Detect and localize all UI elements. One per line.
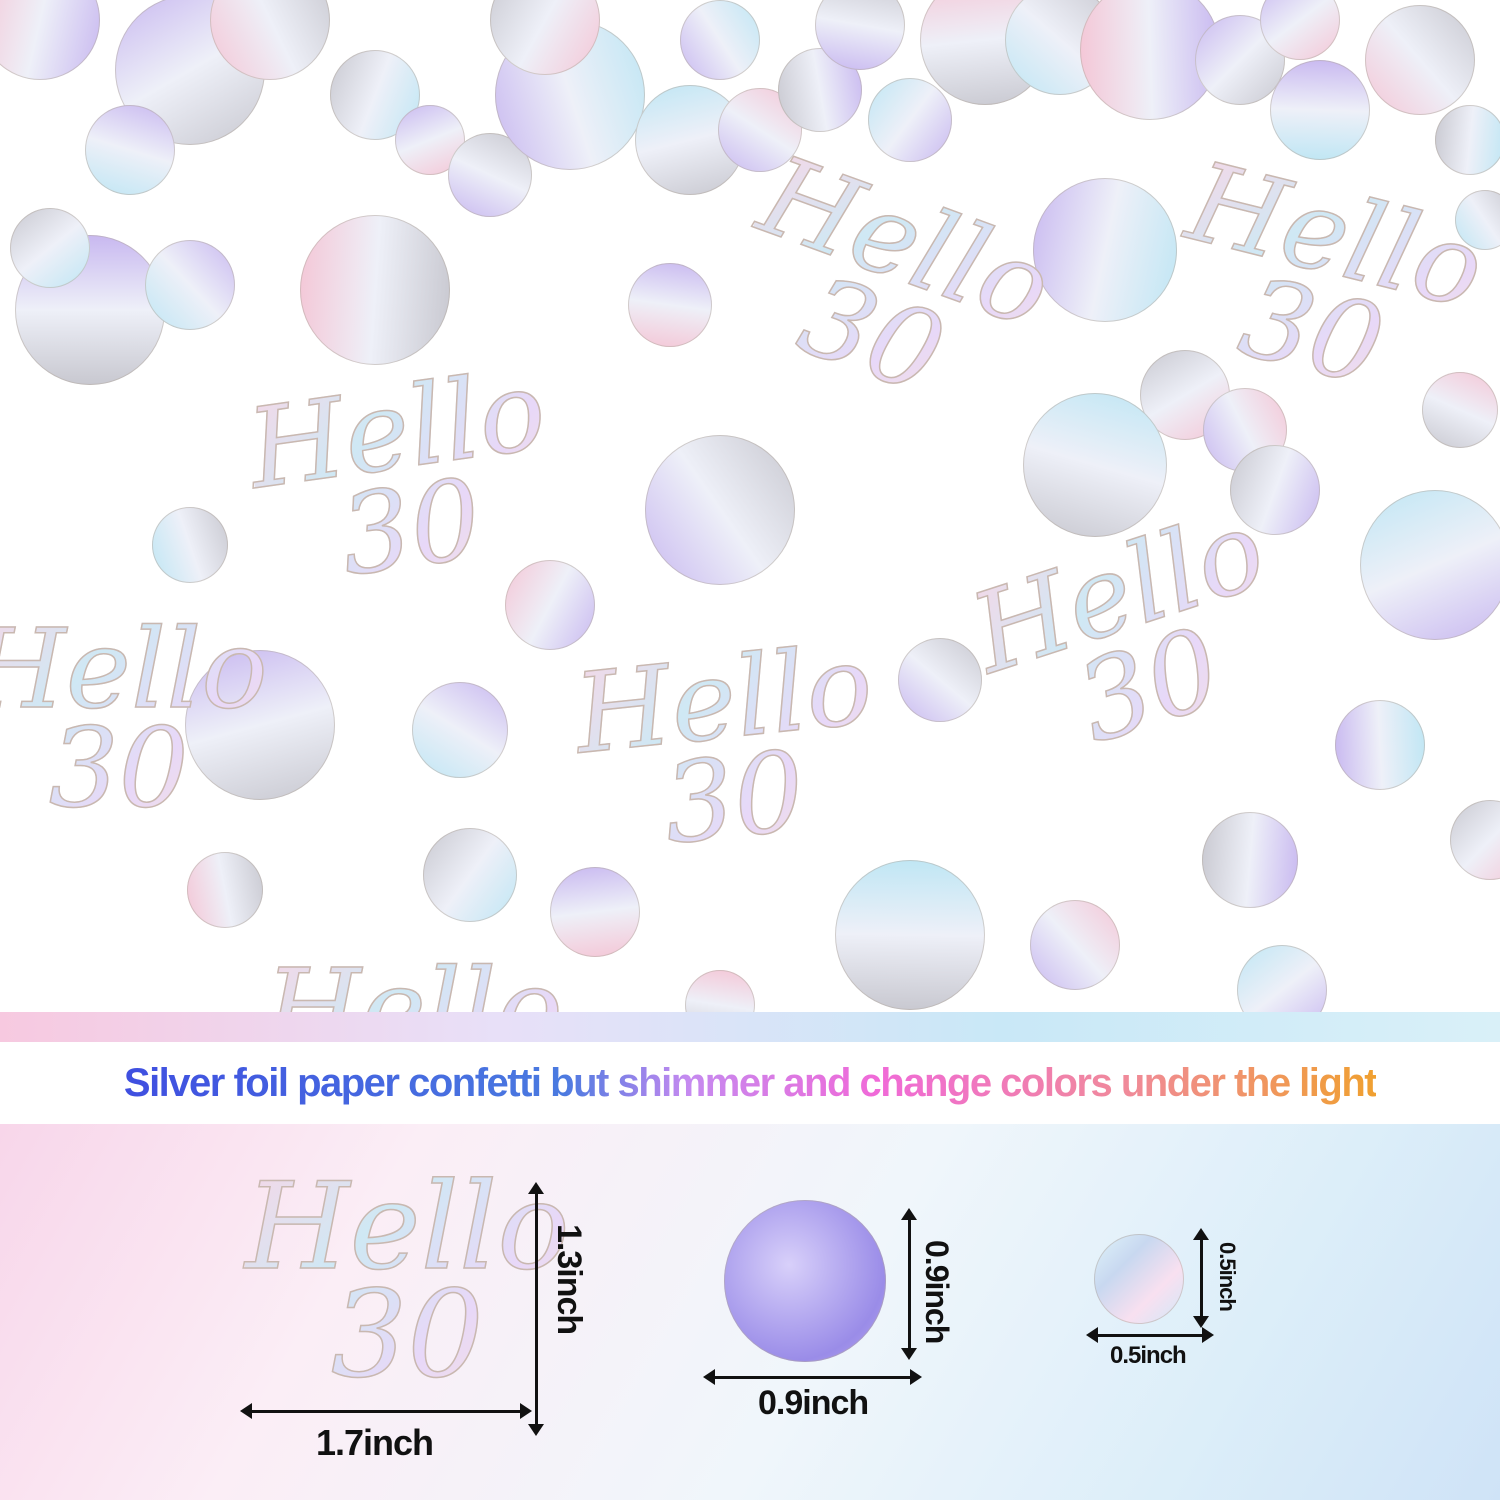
confetti-circle: [1023, 393, 1167, 537]
confetti-circle: [1030, 900, 1120, 990]
confetti-circle: [868, 78, 952, 162]
gradient-band: [0, 1012, 1500, 1042]
hello-height-label: 1.3inch: [550, 1224, 588, 1335]
hello-30-sample: Hello 30: [244, 1158, 570, 1405]
confetti-circle: [0, 0, 100, 80]
confetti-circle: [628, 263, 712, 347]
width-arrow: [240, 1403, 532, 1419]
circle-height-label: 0.9inch: [919, 1240, 955, 1344]
confetti-circle: [1360, 490, 1500, 640]
large-circle-sample: [724, 1200, 886, 1362]
hello-30-confetti: Hello 30: [240, 345, 565, 602]
confetti-circle: [898, 638, 982, 722]
confetti-circle: [145, 240, 235, 330]
confetti-circle: [505, 560, 595, 650]
confetti-circle: [1455, 190, 1500, 250]
height-arrow: [901, 1208, 917, 1360]
hello-30-confetti: Hello 30: [956, 484, 1306, 779]
circle-width-label: 0.9inch: [758, 1384, 869, 1422]
confetti-circle: [835, 860, 985, 1010]
confetti-circle: [85, 105, 175, 195]
confetti-circle: [1335, 700, 1425, 790]
confetti-circle: [1422, 372, 1498, 448]
confetti-circle: [423, 828, 517, 922]
confetti-circle: [185, 650, 335, 800]
hello-30-confetti: Hello 30: [0, 613, 268, 824]
confetti-circle: [550, 867, 640, 957]
headline: Silver foil paper confetti but shimmer a…: [123, 1060, 1378, 1105]
size-chart: Hello 30 1.3inch 1.7inch 0.9inch 0.9inch…: [0, 1124, 1500, 1500]
confetti-circle: [1230, 445, 1320, 535]
confetti-circle: [152, 507, 228, 583]
height-arrow: [1193, 1228, 1209, 1328]
confetti-circle: [680, 0, 760, 80]
confetti-circle: [1033, 178, 1177, 322]
confetti-circle: [300, 215, 450, 365]
hello-30-confetti: Hello 30: [264, 953, 563, 1012]
height-arrow: [528, 1182, 544, 1436]
confetti-circle: [815, 0, 905, 70]
hello-30-confetti: Hello 30: [715, 130, 1068, 433]
width-arrow: [1086, 1327, 1214, 1343]
confetti-circle: [1270, 60, 1370, 160]
confetti-photo: Hello 30 Hello 30 Hello 30 Hello 30 Hello 30…: [0, 0, 1500, 1012]
hello-30-confetti: Hello 30: [568, 619, 887, 869]
confetti-circle: [1237, 945, 1327, 1012]
small-width-label: 0.5inch: [1110, 1342, 1187, 1369]
width-arrow: [703, 1369, 922, 1385]
confetti-circle: [685, 970, 755, 1012]
confetti-circle: [645, 435, 795, 585]
confetti-circle: [1202, 812, 1298, 908]
confetti-circle: [1365, 5, 1475, 115]
confetti-circle: [1435, 105, 1500, 175]
confetti-circle: [10, 208, 90, 288]
small-circle-sample: [1094, 1234, 1184, 1324]
small-height-label: 0.5inch: [1215, 1242, 1240, 1311]
headline-band: Silver foil paper confetti but shimmer a…: [0, 1042, 1500, 1124]
confetti-circle: [187, 852, 263, 928]
confetti-circle: [1450, 800, 1500, 880]
hello-width-label: 1.7inch: [316, 1422, 434, 1463]
confetti-circle: [412, 682, 508, 778]
